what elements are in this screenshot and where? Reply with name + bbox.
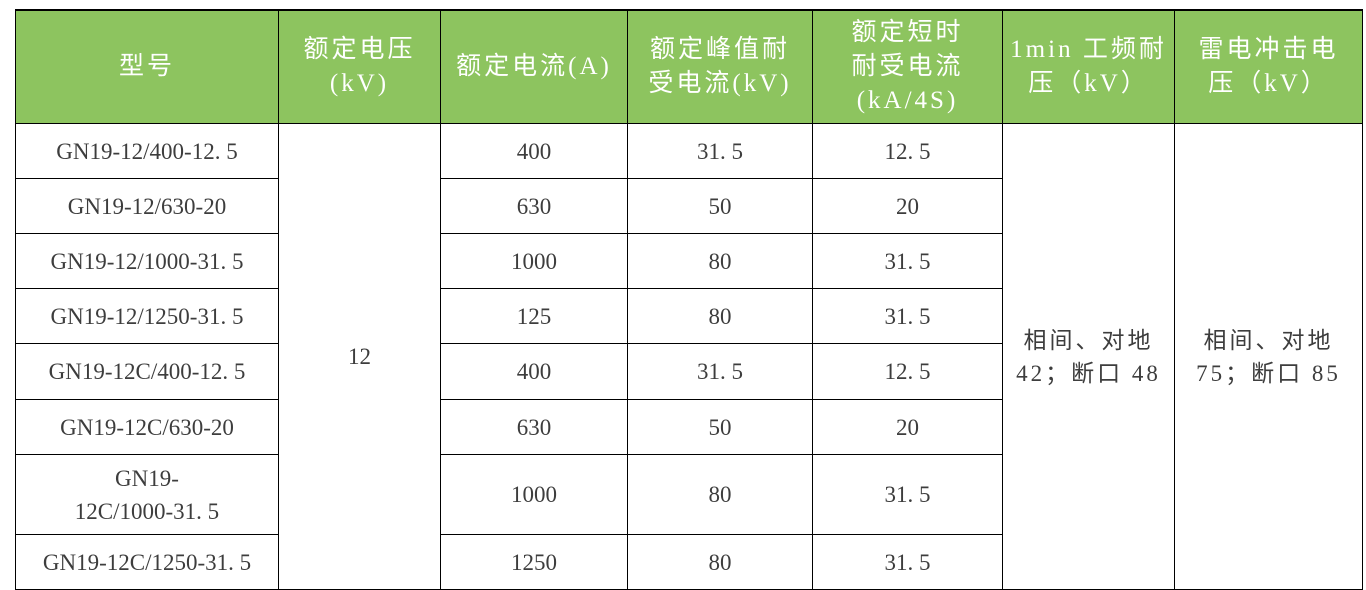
cell-rated-current: 125 (440, 288, 628, 344)
cell-model: GN19-12C/630-20 (15, 399, 279, 455)
cell-short-time-current: 31. 5 (812, 288, 1003, 344)
cell-peak-current: 80 (627, 534, 813, 590)
cell-model: GN19-12/630-20 (15, 178, 279, 234)
cell-rated-current: 400 (440, 343, 628, 400)
header-rated-current: 额定电流(A) (440, 9, 628, 124)
cell-lightning-impulse-merged: 相间、对地 75；断口 85 (1174, 123, 1363, 590)
cell-rated-current: 1000 (440, 454, 628, 535)
table-row: GN19-12C/400-12. 5 400 31. 5 12. 5 (15, 343, 1363, 400)
cell-peak-current: 80 (627, 288, 813, 344)
cell-short-time-current: 31. 5 (812, 233, 1003, 289)
cell-rated-current: 1000 (440, 233, 628, 289)
cell-rated-current: 400 (440, 123, 628, 179)
table-row: GN19-12/1000-31. 5 1000 80 31. 5 (15, 233, 1363, 289)
cell-short-time-current: 20 (812, 178, 1003, 234)
cell-short-time-current: 12. 5 (812, 343, 1003, 400)
cell-model: GN19-12C/1250-31. 5 (15, 534, 279, 590)
header-peak-withstand-current: 额定峰值耐 受电流(kV) (627, 9, 813, 124)
cell-peak-current: 50 (627, 178, 813, 234)
table-row: GN19-12/630-20 630 50 20 (15, 178, 1363, 234)
cell-short-time-current: 31. 5 (812, 454, 1003, 535)
header-row: 型号 额定电压 (kV) 额定电流(A) 额定峰值耐 受电流(kV) 额定短时 … (15, 9, 1363, 124)
header-model: 型号 (15, 9, 279, 124)
table-row: GN19-12/400-12. 5 12 400 31. 5 12. 5 相间、… (15, 123, 1363, 590)
table-row: GN19-12C/630-20 630 50 20 (15, 399, 1363, 455)
cell-model: GN19-12/1000-31. 5 (15, 233, 279, 289)
header-lightning-impulse-voltage: 雷电冲击电 压（kV） (1174, 9, 1363, 124)
cell-peak-current: 80 (627, 233, 813, 289)
spec-table: 型号 额定电压 (kV) 额定电流(A) 额定峰值耐 受电流(kV) 额定短时 … (15, 9, 1363, 590)
cell-peak-current: 31. 5 (627, 343, 813, 400)
cell-model: GN19-12/1250-31. 5 (15, 288, 279, 344)
cell-peak-current: 50 (627, 399, 813, 455)
cell-peak-current: 80 (627, 454, 813, 535)
header-short-time-withstand-current: 额定短时 耐受电流 (kA/4S) (812, 9, 1003, 124)
cell-model: GN19- 12C/1000-31. 5 (15, 454, 279, 535)
cell-power-frequency-merged: 相间、对地 42；断口 48 (1002, 123, 1175, 590)
cell-rated-current: 630 (440, 178, 628, 234)
cell-rated-current: 1250 (440, 534, 628, 590)
cell-model: GN19-12C/400-12. 5 (15, 343, 279, 400)
cell-peak-current: 31. 5 (627, 123, 813, 179)
cell-model: GN19-12/400-12. 5 (15, 123, 279, 179)
header-rated-voltage: 额定电压 (kV) (278, 9, 441, 124)
cell-short-time-current: 12. 5 (812, 123, 1003, 179)
table-row: GN19-12/1250-31. 5 125 80 31. 5 (15, 288, 1363, 344)
cell-rated-current: 630 (440, 399, 628, 455)
table-row: GN19-12C/1250-31. 5 1250 80 31. 5 (15, 534, 1363, 590)
cell-short-time-current: 31. 5 (812, 534, 1003, 590)
table-row: GN19- 12C/1000-31. 5 1000 80 31. 5 (15, 454, 1363, 535)
header-power-frequency-withstand-voltage: 1min 工频耐 压（kV） (1002, 9, 1175, 124)
cell-short-time-current: 20 (812, 399, 1003, 455)
cell-rated-voltage-merged: 12 (278, 123, 441, 590)
